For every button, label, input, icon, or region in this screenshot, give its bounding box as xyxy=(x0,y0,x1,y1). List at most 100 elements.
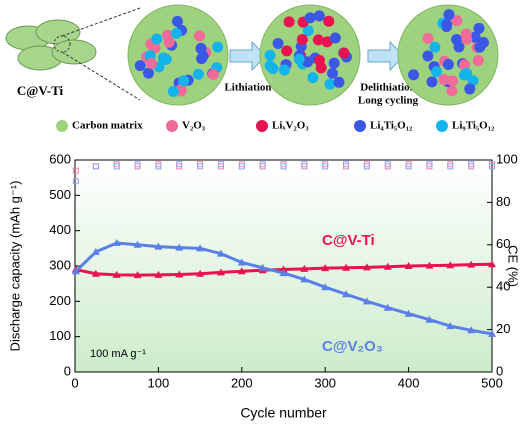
point xyxy=(216,268,225,276)
point xyxy=(467,260,476,268)
y-axis-label: Discharge capacity (mAh g⁻¹) xyxy=(7,181,22,352)
particle xyxy=(272,38,284,50)
particle xyxy=(267,63,279,75)
particle xyxy=(302,25,314,37)
schematic: Carbon matrix V₂O₃ LiₓV₂O₃ Li₄Ti₅O₁₂ Li₉Ti₅O… xyxy=(56,4,499,132)
particle xyxy=(314,54,326,66)
point xyxy=(237,258,246,266)
particle xyxy=(151,33,163,45)
ce-marker xyxy=(489,163,495,170)
material-label: C@V-Ti xyxy=(17,83,64,98)
particle xyxy=(163,36,175,48)
particle xyxy=(469,31,481,43)
y2-tick-label: 60 xyxy=(496,236,510,251)
point xyxy=(321,264,330,272)
particle xyxy=(474,41,486,53)
particle xyxy=(473,22,485,34)
x-axis-label: Cycle number xyxy=(240,405,327,421)
y-tick-label: 0 xyxy=(64,363,71,378)
legend-label: Li₉Ti₅O₁₂ xyxy=(452,120,495,132)
y-tick-label: 100 xyxy=(49,328,71,343)
point xyxy=(216,249,225,257)
chart: 0 100 200 300 400 500010020030040050060002040… xyxy=(7,151,520,420)
legend-swatch xyxy=(354,120,366,132)
point xyxy=(279,269,288,277)
ce-marker xyxy=(259,161,266,168)
particle xyxy=(438,74,450,86)
particle xyxy=(264,49,276,61)
particle xyxy=(328,57,340,69)
point xyxy=(133,240,142,248)
y-tick-label: 400 xyxy=(49,222,71,237)
particle xyxy=(459,59,471,71)
x-tick-label: 500 xyxy=(481,375,503,390)
particle xyxy=(446,85,458,97)
ce-marker xyxy=(301,161,308,168)
particle xyxy=(281,45,293,57)
point xyxy=(112,270,121,278)
point xyxy=(258,263,267,271)
particle xyxy=(464,83,476,95)
x-tick-label: 0 xyxy=(71,375,78,390)
legend-label: Carbon matrix xyxy=(72,120,143,132)
ce-marker xyxy=(72,167,79,174)
point xyxy=(300,264,309,272)
particle xyxy=(458,69,470,81)
point xyxy=(342,290,351,298)
x-tick-label: 100 xyxy=(148,375,170,390)
legend-label: V₂O₃ xyxy=(182,120,206,132)
particle xyxy=(333,76,345,88)
particle xyxy=(408,69,420,81)
legend-label: LiₓV₂O₃ xyxy=(272,120,309,132)
y2-tick-label: 20 xyxy=(496,321,510,336)
ce-marker xyxy=(405,163,412,170)
y2-tick-label: 80 xyxy=(496,194,510,209)
point xyxy=(488,260,496,268)
ce-marker xyxy=(92,163,99,170)
legend-swatch xyxy=(436,120,448,132)
ce-marker xyxy=(468,161,475,168)
particle xyxy=(197,50,209,62)
step-label: Lithiation xyxy=(224,82,271,94)
series-label: C@V-Ti xyxy=(322,232,375,249)
point xyxy=(237,267,246,275)
particle xyxy=(157,52,169,64)
legend-swatch xyxy=(256,120,268,132)
point xyxy=(446,261,455,269)
y-tick-label: 600 xyxy=(49,151,71,166)
particle xyxy=(426,76,438,88)
particle xyxy=(422,32,434,44)
x-tick-label: 300 xyxy=(314,375,336,390)
point xyxy=(321,283,330,291)
ce-marker xyxy=(280,163,287,170)
ce-marker xyxy=(322,163,329,170)
particle xyxy=(178,75,190,87)
ce-marker xyxy=(155,163,162,170)
particle xyxy=(192,68,204,80)
point xyxy=(133,271,142,279)
ce-marker xyxy=(363,163,370,170)
particle xyxy=(142,67,154,79)
point xyxy=(71,267,80,275)
point xyxy=(112,239,121,247)
particle xyxy=(431,66,443,78)
particle xyxy=(324,78,336,90)
y2-axis-label: CE (%) xyxy=(506,245,520,287)
particle xyxy=(302,56,314,68)
x-tick-label: 400 xyxy=(398,375,420,390)
ce-marker xyxy=(447,163,454,170)
particle xyxy=(212,41,224,53)
point xyxy=(362,297,371,305)
particle xyxy=(207,68,219,80)
particle xyxy=(451,15,463,27)
particles xyxy=(5,7,141,101)
particle xyxy=(338,47,350,59)
particle xyxy=(145,57,157,69)
point xyxy=(446,322,455,330)
particle xyxy=(429,41,441,53)
point xyxy=(175,270,184,278)
point xyxy=(196,269,205,277)
series-label: C@V₂O₃ xyxy=(322,338,383,355)
legend-swatch xyxy=(166,120,178,132)
